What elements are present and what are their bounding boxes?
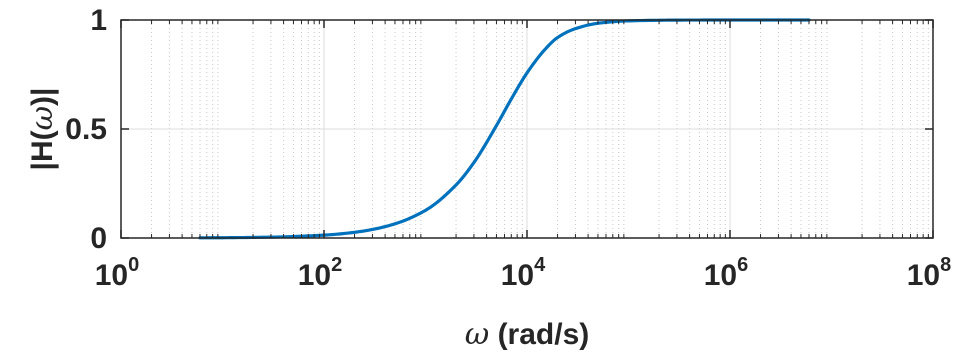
y-axis-title-suffix: )| bbox=[26, 88, 59, 106]
x-tick-label: 102 bbox=[298, 254, 343, 292]
grid bbox=[120, 19, 934, 239]
x-axis-title: ω (rad/s) bbox=[465, 317, 590, 352]
y-axis-title-prefix: |H( bbox=[26, 130, 59, 170]
x-tick-label-base: 10 bbox=[95, 259, 128, 292]
x-axis-title-spacer bbox=[489, 318, 497, 351]
x-axis-tick-labels: 100 102 104 106 108 bbox=[95, 254, 952, 292]
y-tick-label: 0 bbox=[90, 222, 107, 255]
x-tick-label-exponent: 6 bbox=[737, 254, 748, 276]
y-tick-label: 1 bbox=[90, 4, 107, 37]
y-axis-title-symbol: ω bbox=[25, 106, 60, 130]
x-tick-label: 100 bbox=[95, 254, 140, 292]
y-axis-title: |H(ω)| bbox=[25, 88, 60, 171]
x-tick-label-base: 10 bbox=[501, 259, 534, 292]
y-tick-label: 0.5 bbox=[65, 113, 107, 146]
x-tick-label-exponent: 8 bbox=[940, 254, 951, 276]
x-tick-label: 108 bbox=[907, 254, 952, 292]
x-axis-title-units: (rad/s) bbox=[498, 318, 590, 351]
x-axis-title-symbol: ω bbox=[465, 317, 489, 352]
x-tick-label-base: 10 bbox=[907, 259, 940, 292]
x-tick-label: 106 bbox=[704, 254, 749, 292]
x-tick-label: 104 bbox=[501, 254, 546, 292]
y-axis-tick-labels: 00.51 bbox=[65, 4, 107, 255]
tick-marks bbox=[120, 19, 934, 239]
x-tick-label-exponent: 4 bbox=[534, 254, 546, 276]
x-tick-label-exponent: 0 bbox=[128, 254, 139, 276]
x-tick-label-exponent: 2 bbox=[331, 254, 342, 276]
x-tick-label-base: 10 bbox=[704, 259, 737, 292]
x-tick-label-base: 10 bbox=[298, 259, 331, 292]
